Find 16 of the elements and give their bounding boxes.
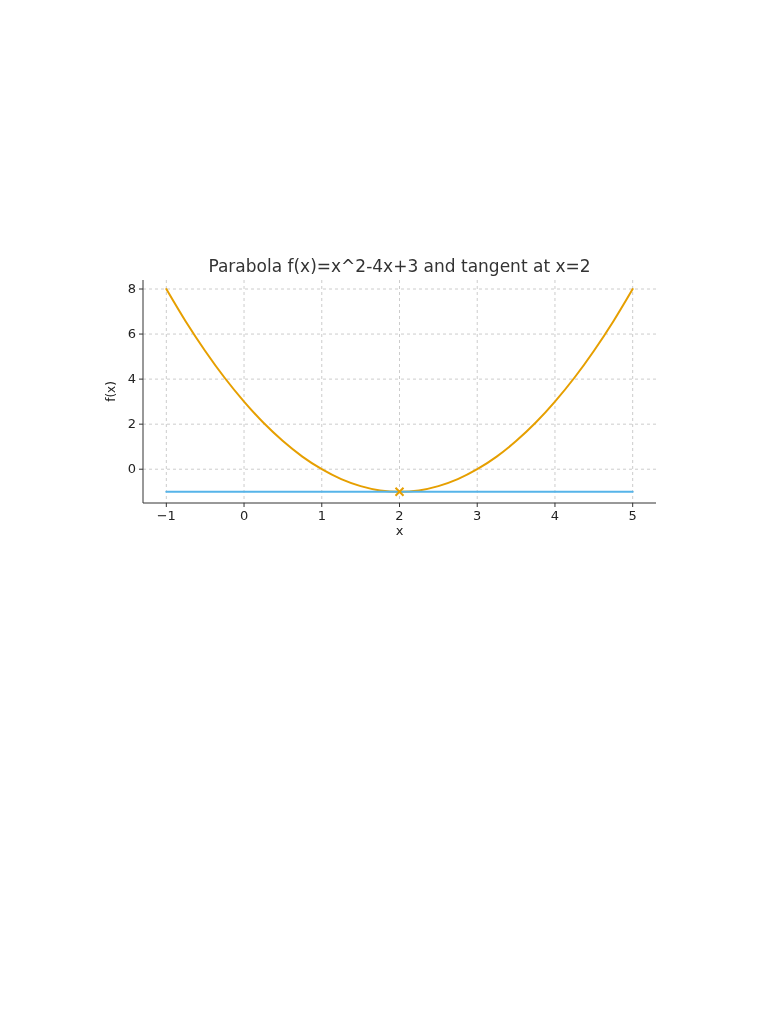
y-tick-label: 0: [127, 461, 136, 477]
x-tick-label: 0: [239, 508, 249, 523]
x-tick-label: −1: [156, 508, 176, 523]
y-axis-title: f(x): [104, 381, 118, 402]
x-tick-label: 1: [317, 508, 326, 523]
x-tick-label: 5: [628, 508, 637, 523]
x-tick-label: 2: [395, 508, 404, 523]
x-tick-label: 3: [473, 508, 482, 523]
x-tick-label: 4: [550, 508, 560, 523]
x-axis-title: x: [395, 523, 404, 538]
y-tick-label: 6: [127, 326, 136, 342]
chart-title: Parabola f(x)=x^2-4x+3 and tangent at x=2: [208, 256, 591, 276]
y-tick-label: 2: [127, 416, 136, 432]
line-series: [165, 288, 634, 493]
y-tick-label: 8: [127, 281, 136, 297]
y-tick-label: 4: [127, 371, 136, 387]
